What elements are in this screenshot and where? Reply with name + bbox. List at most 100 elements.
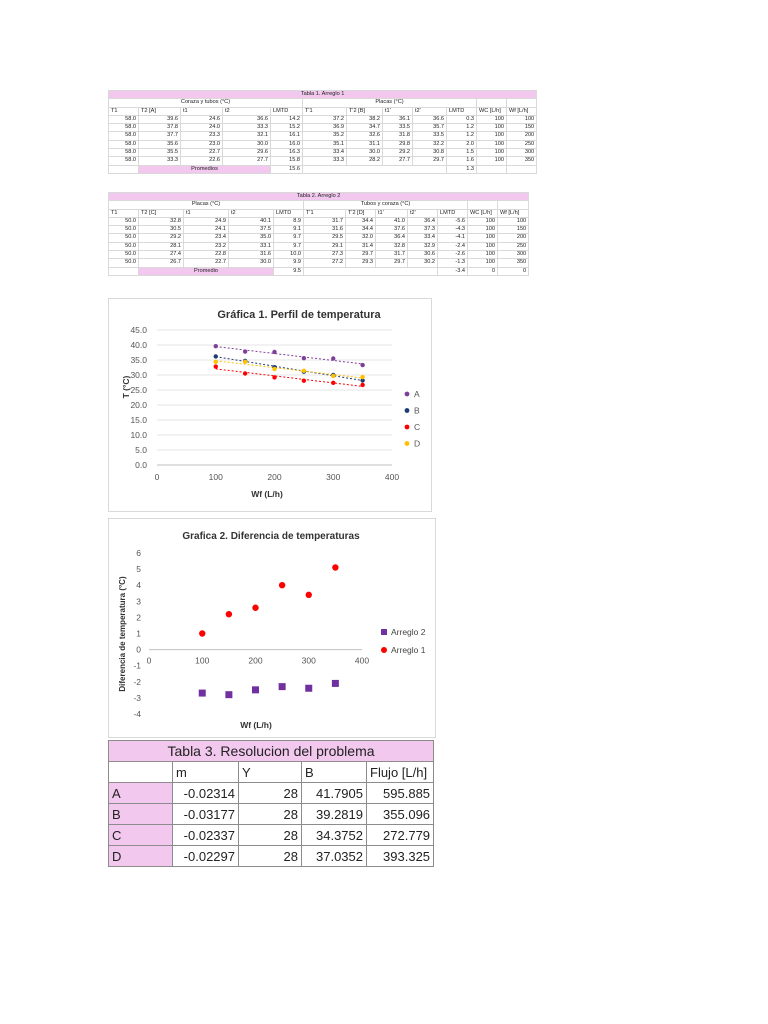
- table-2-group-right: Tubos y coraza (°C): [303, 200, 468, 210]
- table-cell: 100: [467, 233, 498, 243]
- point-d: [331, 373, 336, 379]
- table-cell: 58.0: [108, 139, 139, 150]
- table1-header-cell: t2': [412, 106, 447, 116]
- point-c: [213, 364, 218, 369]
- table-cell: 27.2: [303, 258, 346, 268]
- table-cell: -5.6: [437, 216, 468, 227]
- table2-header-cell: T'1: [303, 208, 346, 218]
- point-arreglo-1: [252, 604, 259, 611]
- legend-marker: [381, 629, 387, 635]
- table-cell: 33.5: [412, 131, 447, 141]
- y-tick-label: -4: [133, 709, 141, 719]
- table-2-avg-wf: 0: [496, 266, 530, 276]
- legend-marker: [404, 441, 410, 446]
- table-row: A -0.02314 28 41.7905 595.885: [108, 782, 435, 804]
- table-cell: 35.0: [228, 233, 274, 243]
- table-cell: 100: [467, 216, 498, 227]
- point-a: [360, 362, 365, 368]
- table-2-avg-label: Promedio: [138, 266, 274, 276]
- row-label: A: [108, 782, 173, 804]
- table2-header-cell: t2': [407, 208, 438, 218]
- table-cell: 39.2819: [301, 803, 367, 825]
- table-cell: 29.6: [222, 148, 271, 158]
- chart-2-svg: Grafica 2. Diferencia de temperaturas Wf…: [118, 531, 426, 730]
- table-cell: 58.0: [108, 148, 139, 158]
- table-cell: 1.6: [446, 156, 477, 166]
- table-2-avg-right: -3.4: [437, 266, 468, 276]
- y-tick-label: 35.0: [130, 355, 147, 365]
- table-cell: 40.1: [228, 216, 274, 227]
- table2-header-cell: T1: [108, 208, 139, 218]
- y-tick-label: 6: [136, 548, 141, 558]
- table-cell: 41.7905: [301, 782, 367, 804]
- table-3-header-cell: B: [301, 761, 367, 783]
- table-3-header-cell: [108, 761, 173, 783]
- legend-marker: [404, 424, 410, 430]
- table-cell: 58.0: [108, 131, 139, 141]
- table-cell: 32.6: [346, 131, 383, 141]
- table-2-caption: Tabla 2. Arreglo 2: [107, 191, 530, 202]
- table2-header-cell: WC [L/h]: [467, 208, 498, 218]
- point-arreglo-2: [278, 683, 286, 691]
- table-cell: 24.0: [180, 123, 223, 133]
- table-1-caption: Tabla 1. Arreglo 1: [107, 89, 538, 100]
- table-cell: 27.7: [382, 156, 413, 166]
- table-cell: 9.7: [273, 233, 304, 243]
- legend-label: Arreglo 2: [391, 627, 426, 637]
- table-cell: -2.6: [437, 250, 468, 260]
- table-cell: 29.2: [382, 148, 413, 158]
- table-3: Tabla 3. Resolucion del problema m Y B Fluj…: [107, 740, 435, 867]
- table-cell: 27.7: [222, 156, 271, 166]
- table-cell: 23.3: [180, 131, 223, 141]
- table-cell: 50.0: [108, 225, 139, 235]
- table-cell: 37.2: [302, 114, 347, 125]
- point-c: [360, 382, 365, 388]
- table-cell: 37.0352: [301, 845, 367, 867]
- table-cell: 33.4: [302, 148, 347, 158]
- table-cell: 58.0: [108, 123, 139, 133]
- legend-marker: [404, 408, 410, 413]
- point-arreglo-2: [198, 689, 206, 697]
- table-cell: 393.325: [365, 845, 435, 867]
- table-cell: 1.2: [446, 123, 477, 133]
- table-cell: 1.2: [446, 131, 477, 141]
- point-c: [301, 378, 307, 383]
- y-tick-label: 40.0: [130, 340, 147, 350]
- table-cell: -0.02314: [172, 782, 239, 804]
- table-cell: 33.3: [138, 156, 181, 166]
- table-cell: 39.6: [138, 114, 181, 125]
- table-3-header-cell: Y: [238, 761, 302, 783]
- legend-label: D: [414, 439, 420, 449]
- table-row: 50.0 27.4 22.8 31.6 10.0 27.3 29.7 31.7 30.6 -2.6…: [108, 250, 530, 260]
- x-tick-label: 400: [355, 656, 369, 666]
- chart-1-xlabel: Wf (L/h): [251, 489, 283, 499]
- table-cell: -4.3: [437, 225, 468, 235]
- legend-label: A: [414, 389, 420, 399]
- table-cell: 150: [496, 225, 530, 235]
- table2-header-cell: t1': [375, 208, 408, 218]
- y-tick-label: 1: [136, 629, 141, 639]
- table-cell: 30.5: [138, 225, 184, 235]
- table-cell: 15.8: [270, 156, 303, 166]
- row-label: D: [108, 845, 173, 867]
- point-arreglo-1: [225, 610, 233, 618]
- chart-2: Grafica 2. Diferencia de temperaturas Wf…: [108, 518, 436, 738]
- chart-1-title: Gráfica 1. Perfil de temperatura: [217, 309, 381, 321]
- point-c: [331, 380, 336, 385]
- table-cell: 32.0: [345, 233, 376, 243]
- table-cell: 58.0: [108, 156, 139, 166]
- table-1-group-left: Coraza y tubos (°C): [108, 98, 303, 108]
- table-cell: 50.0: [108, 216, 139, 227]
- y-tick-label: 20.0: [130, 400, 147, 410]
- chart-1: Gráfica 1. Perfil de temperatura Wf (L/h…: [108, 298, 432, 512]
- table-cell: 36.4: [375, 233, 408, 243]
- chart-2-xlabel: Wf (L/h): [240, 720, 272, 730]
- y-tick-label: 5.0: [135, 445, 147, 455]
- table-cell: 200: [505, 131, 538, 141]
- point-d: [242, 359, 248, 364]
- table-row: C -0.02337 28 34.3752 272.779: [108, 824, 435, 846]
- table-cell: 30.0: [228, 258, 274, 268]
- table-cell: 33.3: [302, 156, 347, 166]
- table-cell: 100: [476, 123, 507, 133]
- table-row: 58.0 33.3 22.6 27.7 15.8 33.3 28.2 27.7 29.7 1.6 1…: [108, 156, 538, 166]
